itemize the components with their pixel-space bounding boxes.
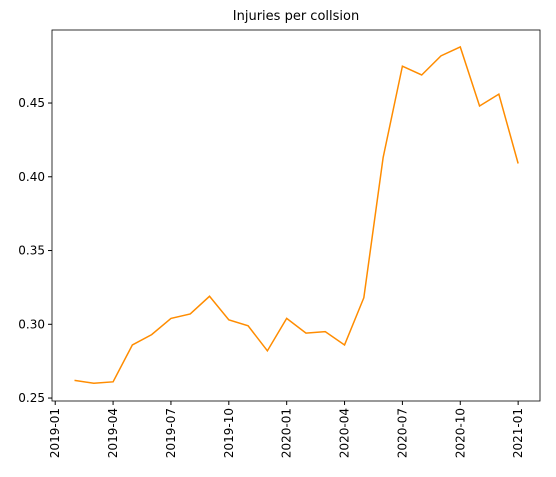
chart-title: Injuries per collsion [233, 9, 359, 24]
x-tick-label: 2019-04 [106, 408, 120, 458]
x-tick-label: 2020-07 [395, 408, 409, 458]
x-tick-label: 2019-01 [48, 408, 62, 458]
y-tick-label: 0.45 [18, 96, 45, 110]
x-tick-label: 2019-07 [164, 408, 178, 458]
y-tick-label: 0.40 [18, 170, 45, 184]
y-tick-label: 0.30 [18, 317, 45, 331]
x-tick-label: 2020-10 [453, 408, 467, 458]
plot-frame [51, 29, 541, 402]
y-tick-label: 0.35 [18, 244, 45, 258]
y-tick-label: 0.25 [18, 391, 45, 405]
x-tick-label: 2019-10 [222, 408, 236, 458]
x-tick-label: 2020-01 [280, 408, 294, 458]
x-tick-label: 2020-04 [338, 408, 352, 458]
x-tick-label: 2021-01 [511, 408, 525, 458]
line [74, 45, 519, 385]
